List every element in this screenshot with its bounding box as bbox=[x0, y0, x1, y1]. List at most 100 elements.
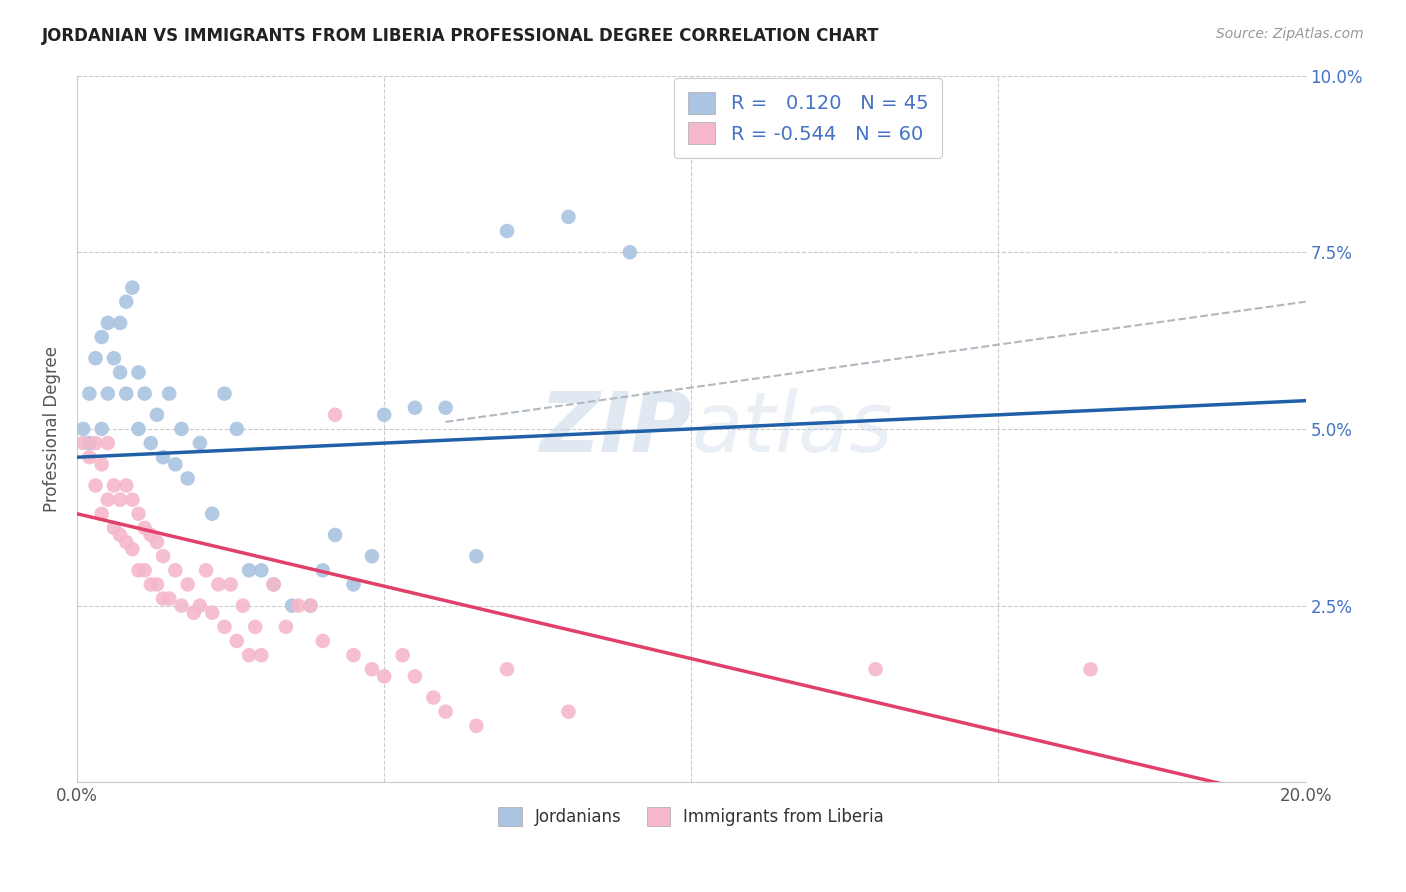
Point bbox=[152, 549, 174, 564]
Point bbox=[108, 365, 131, 379]
Point bbox=[323, 408, 346, 422]
Point bbox=[404, 669, 426, 683]
Point bbox=[152, 450, 174, 465]
Point bbox=[146, 408, 169, 422]
Point bbox=[803, 96, 825, 111]
Point bbox=[79, 436, 101, 450]
Point bbox=[146, 577, 169, 591]
Point bbox=[128, 507, 150, 521]
Point bbox=[146, 535, 169, 549]
Point bbox=[90, 422, 112, 436]
Point bbox=[84, 436, 107, 450]
Point bbox=[465, 549, 488, 564]
Point bbox=[157, 386, 180, 401]
Point bbox=[134, 563, 156, 577]
Point bbox=[170, 422, 193, 436]
Point bbox=[157, 591, 180, 606]
Point bbox=[232, 599, 254, 613]
Point bbox=[865, 662, 887, 676]
Point bbox=[219, 577, 242, 591]
Point bbox=[84, 351, 107, 366]
Point bbox=[128, 422, 150, 436]
Point bbox=[434, 401, 457, 415]
Point bbox=[373, 669, 395, 683]
Point bbox=[214, 386, 236, 401]
Point bbox=[139, 577, 162, 591]
Point bbox=[250, 648, 273, 662]
Point bbox=[176, 471, 198, 485]
Point bbox=[312, 634, 335, 648]
Point bbox=[496, 662, 519, 676]
Point bbox=[121, 542, 143, 557]
Point bbox=[557, 705, 579, 719]
Point bbox=[361, 549, 384, 564]
Point bbox=[201, 606, 224, 620]
Point bbox=[183, 606, 205, 620]
Point bbox=[134, 386, 156, 401]
Point bbox=[263, 577, 285, 591]
Point bbox=[165, 457, 187, 471]
Point bbox=[97, 386, 120, 401]
Legend: Jordanians, Immigrants from Liberia: Jordanians, Immigrants from Liberia bbox=[491, 798, 893, 834]
Point bbox=[165, 563, 187, 577]
Point bbox=[250, 563, 273, 577]
Point bbox=[342, 577, 364, 591]
Point bbox=[170, 599, 193, 613]
Point bbox=[201, 507, 224, 521]
Point bbox=[342, 648, 364, 662]
Point bbox=[274, 620, 297, 634]
Point bbox=[225, 634, 247, 648]
Point bbox=[207, 577, 229, 591]
Point bbox=[281, 599, 304, 613]
Point bbox=[214, 620, 236, 634]
Point bbox=[434, 705, 457, 719]
Point bbox=[121, 280, 143, 294]
Point bbox=[496, 224, 519, 238]
Point bbox=[115, 478, 138, 492]
Point bbox=[245, 620, 267, 634]
Point bbox=[361, 662, 384, 676]
Point bbox=[115, 386, 138, 401]
Point bbox=[115, 535, 138, 549]
Point bbox=[422, 690, 444, 705]
Point bbox=[176, 577, 198, 591]
Point bbox=[90, 507, 112, 521]
Text: Source: ZipAtlas.com: Source: ZipAtlas.com bbox=[1216, 27, 1364, 41]
Point bbox=[263, 577, 285, 591]
Point bbox=[128, 563, 150, 577]
Point bbox=[103, 478, 125, 492]
Point bbox=[299, 599, 322, 613]
Text: ZIP: ZIP bbox=[538, 388, 692, 469]
Point bbox=[404, 401, 426, 415]
Point bbox=[195, 563, 218, 577]
Point bbox=[465, 719, 488, 733]
Point bbox=[90, 330, 112, 344]
Point bbox=[97, 436, 120, 450]
Point bbox=[188, 599, 211, 613]
Point bbox=[619, 245, 641, 260]
Point bbox=[238, 648, 260, 662]
Point bbox=[97, 316, 120, 330]
Point bbox=[299, 599, 322, 613]
Point bbox=[1080, 662, 1102, 676]
Point bbox=[103, 521, 125, 535]
Point bbox=[373, 408, 395, 422]
Text: atlas: atlas bbox=[692, 388, 893, 469]
Point bbox=[225, 422, 247, 436]
Point bbox=[238, 563, 260, 577]
Point bbox=[152, 591, 174, 606]
Point bbox=[79, 386, 101, 401]
Y-axis label: Professional Degree: Professional Degree bbox=[44, 346, 60, 512]
Point bbox=[121, 492, 143, 507]
Point bbox=[188, 436, 211, 450]
Point bbox=[72, 422, 94, 436]
Point bbox=[391, 648, 413, 662]
Point bbox=[134, 521, 156, 535]
Point bbox=[287, 599, 309, 613]
Point bbox=[108, 316, 131, 330]
Point bbox=[323, 528, 346, 542]
Text: JORDANIAN VS IMMIGRANTS FROM LIBERIA PROFESSIONAL DEGREE CORRELATION CHART: JORDANIAN VS IMMIGRANTS FROM LIBERIA PRO… bbox=[42, 27, 880, 45]
Point bbox=[108, 528, 131, 542]
Point bbox=[139, 436, 162, 450]
Point bbox=[90, 457, 112, 471]
